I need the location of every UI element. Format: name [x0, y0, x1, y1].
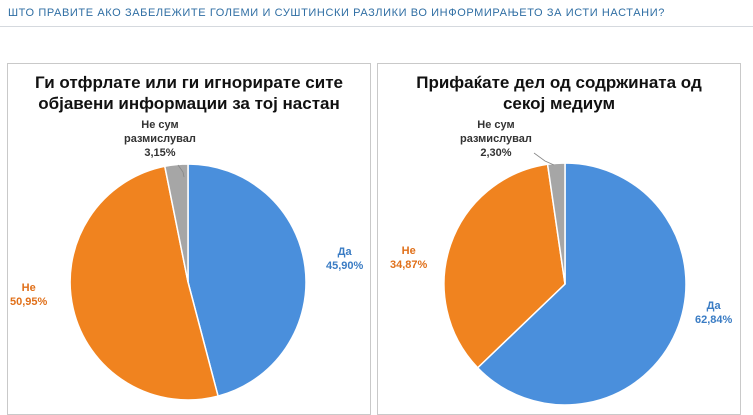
- chart-title-right-line1: Прифаќате дел од содржината од: [416, 73, 702, 92]
- label-na-right-line2: размислувал: [460, 133, 532, 145]
- chart-title-right-line2: секој медиум: [502, 94, 616, 113]
- label-no-right: Не 34,87%: [390, 244, 427, 272]
- label-yes-left-value: 45,90%: [326, 260, 364, 272]
- label-na-right-line1: Не сум: [477, 119, 515, 131]
- label-na-left-line1: Не сум: [141, 119, 179, 131]
- pie-chart-left: [69, 163, 307, 401]
- label-no-left-value: 50,95%: [10, 296, 48, 308]
- label-na-left: Не сум размислувал 3,15%: [124, 118, 196, 160]
- label-yes-left-name: Да: [337, 246, 352, 258]
- chart-title-left-line2: објавени информации за тој настан: [38, 94, 340, 113]
- page-header-text: ШТО ПРАВИТЕ АКО ЗАБЕЛЕЖИТЕ ГОЛЕМИ И СУШТ…: [8, 7, 665, 19]
- label-yes-left: Да 45,90%: [326, 245, 363, 273]
- pie-slice-yes-right: [476, 162, 687, 406]
- page-header: ШТО ПРАВИТЕ АКО ЗАБЕЛЕЖИТЕ ГОЛЕМИ И СУШТ…: [0, 0, 753, 27]
- chart-panel-left: Ги отфрлате или ги игнорирате сите објав…: [7, 63, 371, 415]
- chart-title-right: Прифаќате дел од содржината од секој мед…: [388, 72, 730, 114]
- chart-panel-right: Прифаќате дел од содржината од секој мед…: [377, 63, 741, 415]
- pie-slice-na-right: [546, 162, 566, 285]
- label-na-right-value: 2,30%: [480, 147, 512, 159]
- pie-slice-yes-left: [187, 163, 307, 398]
- label-yes-right: Да 62,84%: [695, 299, 732, 327]
- label-na-left-value: 3,15%: [144, 147, 176, 159]
- label-yes-right-name: Да: [706, 300, 721, 312]
- pie-slice-na-left: [163, 163, 189, 283]
- pie-slice-no-right: [443, 163, 566, 369]
- chart-title-left-line1: Ги отфрлате или ги игнорирате сите: [35, 73, 343, 92]
- chart-title-left: Ги отфрлате или ги игнорирате сите објав…: [18, 72, 360, 114]
- label-no-left-name: Не: [21, 282, 36, 294]
- leader-line-na-left: [177, 164, 185, 178]
- label-yes-right-value: 62,84%: [695, 314, 733, 326]
- label-no-right-value: 34,87%: [390, 259, 428, 271]
- label-na-right: Не сум размислувал 2,30%: [460, 118, 532, 160]
- pie-slice-no-left: [69, 165, 219, 401]
- label-no-left: Не 50,95%: [10, 281, 47, 309]
- leader-line-na-right: [533, 152, 555, 166]
- label-no-right-name: Не: [401, 245, 416, 257]
- label-na-left-line2: размислувал: [124, 133, 196, 145]
- pie-chart-right: [443, 152, 687, 406]
